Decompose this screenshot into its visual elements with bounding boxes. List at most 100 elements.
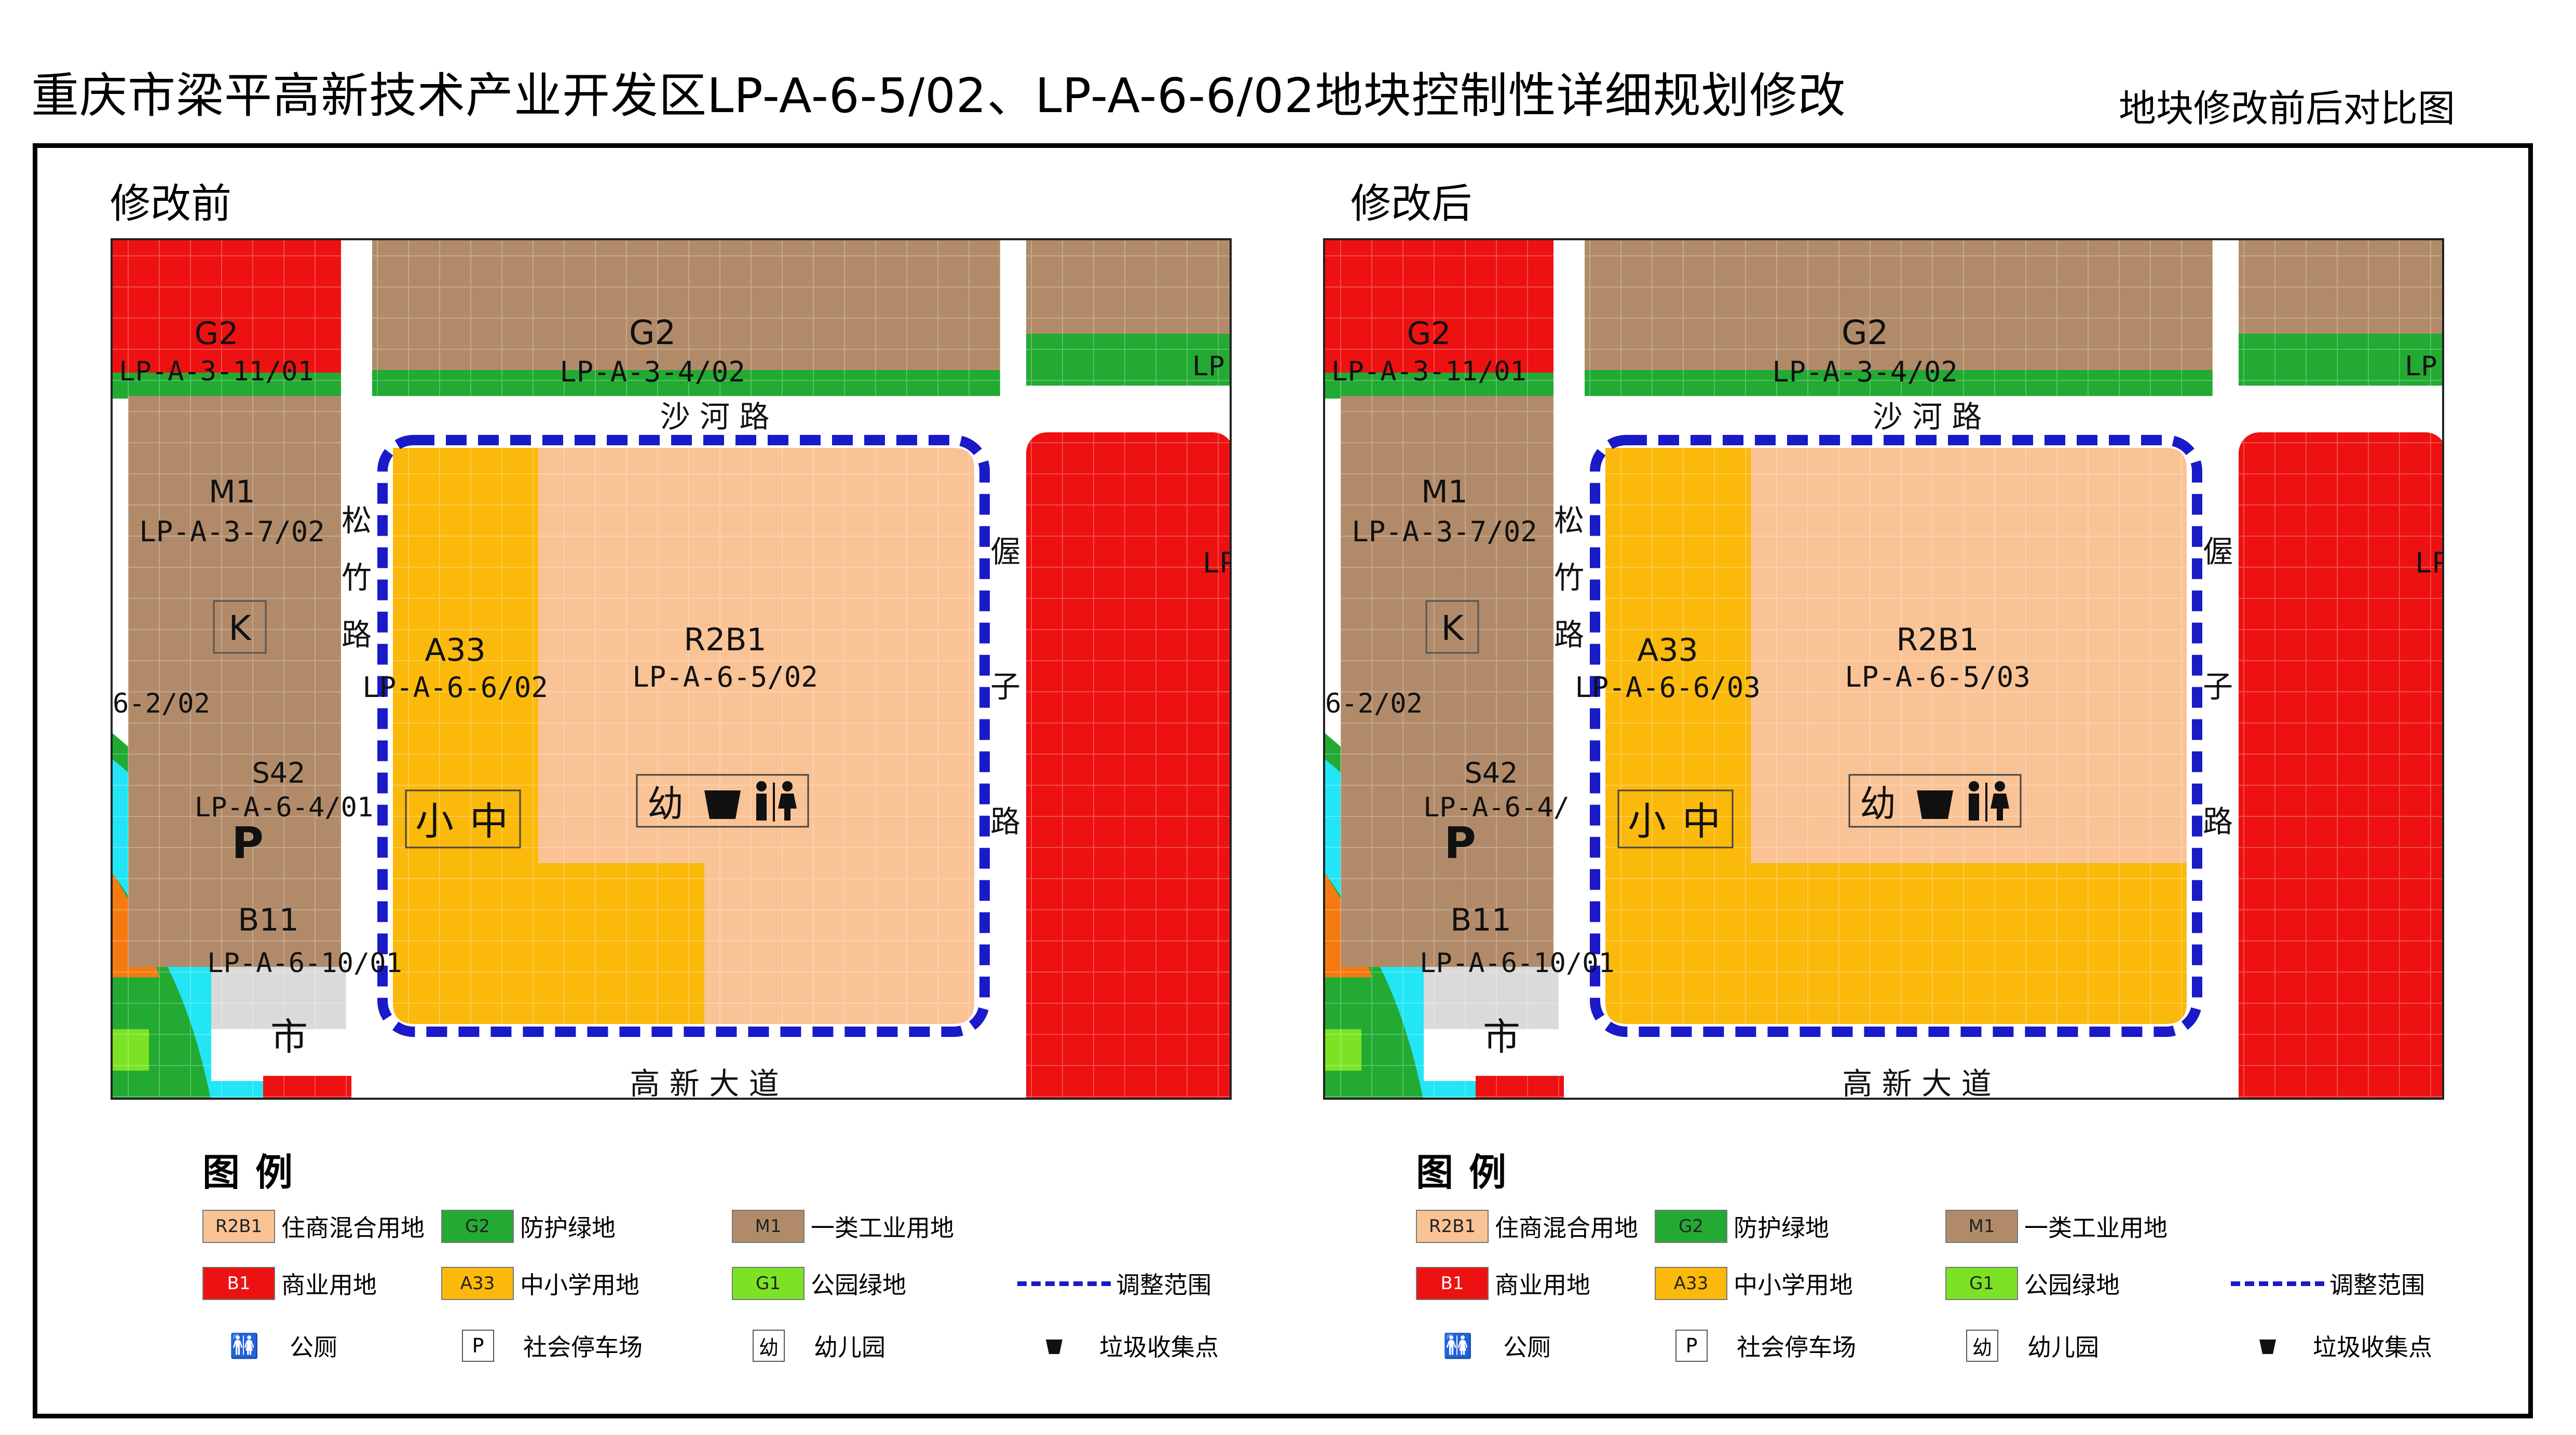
legend-item-r2b1: R2B1 住商混合用地 — [202, 1209, 425, 1243]
trash-icon — [2252, 1330, 2284, 1362]
r2b1-id: LP-A-6-5/03 — [1845, 661, 2030, 693]
road-label-south: 高 新 大 道 — [1842, 1066, 1991, 1100]
page-title: 重庆市梁平高新技术产业开发区LP-A-6-5/02、LP-A-6-6/02地块控… — [31, 68, 1846, 124]
s42-code: S42 — [252, 757, 306, 789]
b1-east-parcel — [1026, 432, 1230, 1098]
road-label-north: 沙 河 路 — [1873, 399, 1982, 434]
road-label-west-char: 松 — [342, 503, 372, 538]
b11-code: B11 — [1450, 902, 1511, 938]
m1-id: LP-A-3-7/02 — [139, 515, 325, 548]
trash-icon — [704, 790, 741, 819]
school-symbol-primary: 小 — [1628, 799, 1666, 844]
adjustment-boundary — [1590, 435, 2202, 1037]
g2-north-code: G2 — [1842, 314, 1888, 352]
parking-symbol: P — [1444, 817, 1476, 868]
s42-id: LP-A-6-4/ — [1423, 792, 1570, 823]
toilet-icon — [1969, 781, 2009, 822]
legend-title: 图例 — [1416, 1151, 1522, 1194]
legend-before: 图例 R2B1 住商混合用地 G2 防护绿地 M1 一类工业用地 B1 商业用地 A33 中小学用地… — [202, 1142, 1292, 1375]
road-label-east-char: 子 — [2203, 669, 2233, 704]
road-label-east-char: 路 — [2203, 804, 2233, 839]
b11-parcel — [263, 1076, 351, 1098]
parking-symbol: P — [231, 817, 264, 868]
map-heading-before: 修改前 — [110, 181, 232, 227]
legend-item-r2b1: R2B1 住商混合用地 — [1416, 1209, 1638, 1243]
g2-north-id: LP-A-3-4/02 — [560, 356, 745, 388]
b1-nw-parcel — [1325, 240, 1553, 375]
road-label-south: 高 新 大 道 — [630, 1066, 779, 1100]
k-symbol: K — [228, 608, 252, 648]
west-parcel-id: 6-2/02 — [113, 688, 210, 719]
road-label-west-char: 竹 — [342, 560, 372, 595]
legend-symbol: 垃圾收集点 — [1038, 1329, 1219, 1363]
legend-item-g1: G1 公园绿地 — [732, 1266, 906, 1301]
legend-item-boundary: 调整范围 — [2231, 1266, 2425, 1301]
legend-item-b1: B1 商业用地 — [202, 1266, 377, 1301]
trash-icon — [1917, 790, 1953, 819]
east-parcel-id-top: LP- — [2405, 351, 2444, 382]
legend-item-g1: G1 公园绿地 — [1945, 1266, 2120, 1301]
a33-id: LP-A-6-6/02 — [362, 671, 548, 704]
road-label-west-char: 松 — [1554, 503, 1584, 538]
legend-symbol: 🚻 公厕 — [1442, 1329, 1551, 1363]
legend-item-g2: G2 防护绿地 — [1655, 1209, 1829, 1243]
school-symbol-primary: 小 — [415, 799, 454, 844]
toilet-icon — [756, 781, 797, 822]
r2b1-id: LP-A-6-5/02 — [632, 661, 818, 693]
g2-nw-code: G2 — [1407, 316, 1451, 352]
map-before: G2 LP-A-3-11/01 G2 LP-A-3-4/02 LP- LP-A M1 LP-A… — [111, 238, 1232, 1100]
legend-item-a33: A33 中小学用地 — [441, 1266, 639, 1301]
a33-code: A33 — [1637, 632, 1698, 668]
r2b1-code: R2B1 — [684, 622, 766, 658]
toilet-icon: 🚻 — [1443, 1331, 1473, 1360]
road-label-east-char: 偓 — [990, 534, 1020, 569]
legend-symbol: P 社会停车场 — [1675, 1329, 1856, 1363]
b11-id: LP-A-6-10/01 — [1420, 948, 1615, 979]
m1-north-parcel — [372, 240, 1000, 370]
m1-code: M1 — [1421, 474, 1468, 510]
legend-symbol: 幼幼儿园 — [753, 1329, 885, 1363]
legend-symbol: 垃圾收集点 — [2252, 1329, 2432, 1363]
east-parcel-id-top: LP- — [1192, 351, 1232, 382]
toilet-icon: 🚻 — [229, 1331, 260, 1360]
kindergarten-symbol: 幼 — [647, 783, 684, 825]
road-label-north: 沙 河 路 — [660, 399, 770, 434]
legend-item-m1: M1 一类工业用地 — [1945, 1209, 2168, 1243]
a33-id: LP-A-6-6/03 — [1575, 671, 1761, 704]
road-label-east-char: 子 — [990, 669, 1020, 704]
m1-code: M1 — [209, 474, 255, 510]
legend-title: 图例 — [202, 1151, 309, 1194]
g2-north-code: G2 — [629, 314, 676, 352]
adjustment-boundary — [377, 435, 990, 1037]
legend-item-a33: A33 中小学用地 — [1655, 1266, 1853, 1301]
g2-nw-id: LP-A-3-11/01 — [1331, 356, 1526, 387]
page-subtitle: 地块修改前后对比图 — [2119, 87, 2456, 130]
k-symbol: K — [1441, 608, 1464, 648]
road-label-west-char: 路 — [1554, 617, 1584, 652]
east-parcel-id: LP-A — [1203, 546, 1232, 579]
a33-code: A33 — [425, 632, 485, 668]
map-after: G2 LP-A-3-11/01 G2 LP-A-3-4/02 LP- LP-A M1 LP-A… — [1323, 238, 2444, 1100]
legend-item-g2: G2 防护绿地 — [441, 1209, 616, 1243]
kindergarten-symbol: 幼 — [1860, 783, 1896, 825]
b11-code: B11 — [238, 902, 299, 938]
r2b1-code: R2B1 — [1896, 622, 1979, 658]
west-parcel-id: 6-2/02 — [1325, 688, 1423, 719]
market-symbol: 市 — [270, 1015, 308, 1059]
g2-nw-code: G2 — [195, 316, 239, 352]
g2-nw-id: LP-A-3-11/01 — [119, 356, 314, 387]
b11-parcel — [1476, 1076, 1564, 1098]
b1-east-parcel — [2239, 432, 2442, 1098]
legend-item-b1: B1 商业用地 — [1416, 1266, 1590, 1301]
drawing-frame — [33, 143, 2533, 1418]
school-symbol-middle: 中 — [1682, 799, 1721, 844]
legend-item-m1: M1 一类工业用地 — [732, 1209, 954, 1243]
map-heading-after: 修改后 — [1351, 181, 1473, 227]
road-label-west-char: 路 — [342, 617, 372, 652]
legend-symbol: 幼幼儿园 — [1966, 1329, 2099, 1363]
road-label-east-char: 路 — [990, 804, 1020, 839]
market-symbol: 市 — [1483, 1015, 1520, 1059]
school-symbol-middle: 中 — [470, 799, 508, 844]
legend-symbol: 🚻 公厕 — [228, 1329, 337, 1363]
legend-item-boundary: 调整范围 — [1017, 1266, 1211, 1301]
